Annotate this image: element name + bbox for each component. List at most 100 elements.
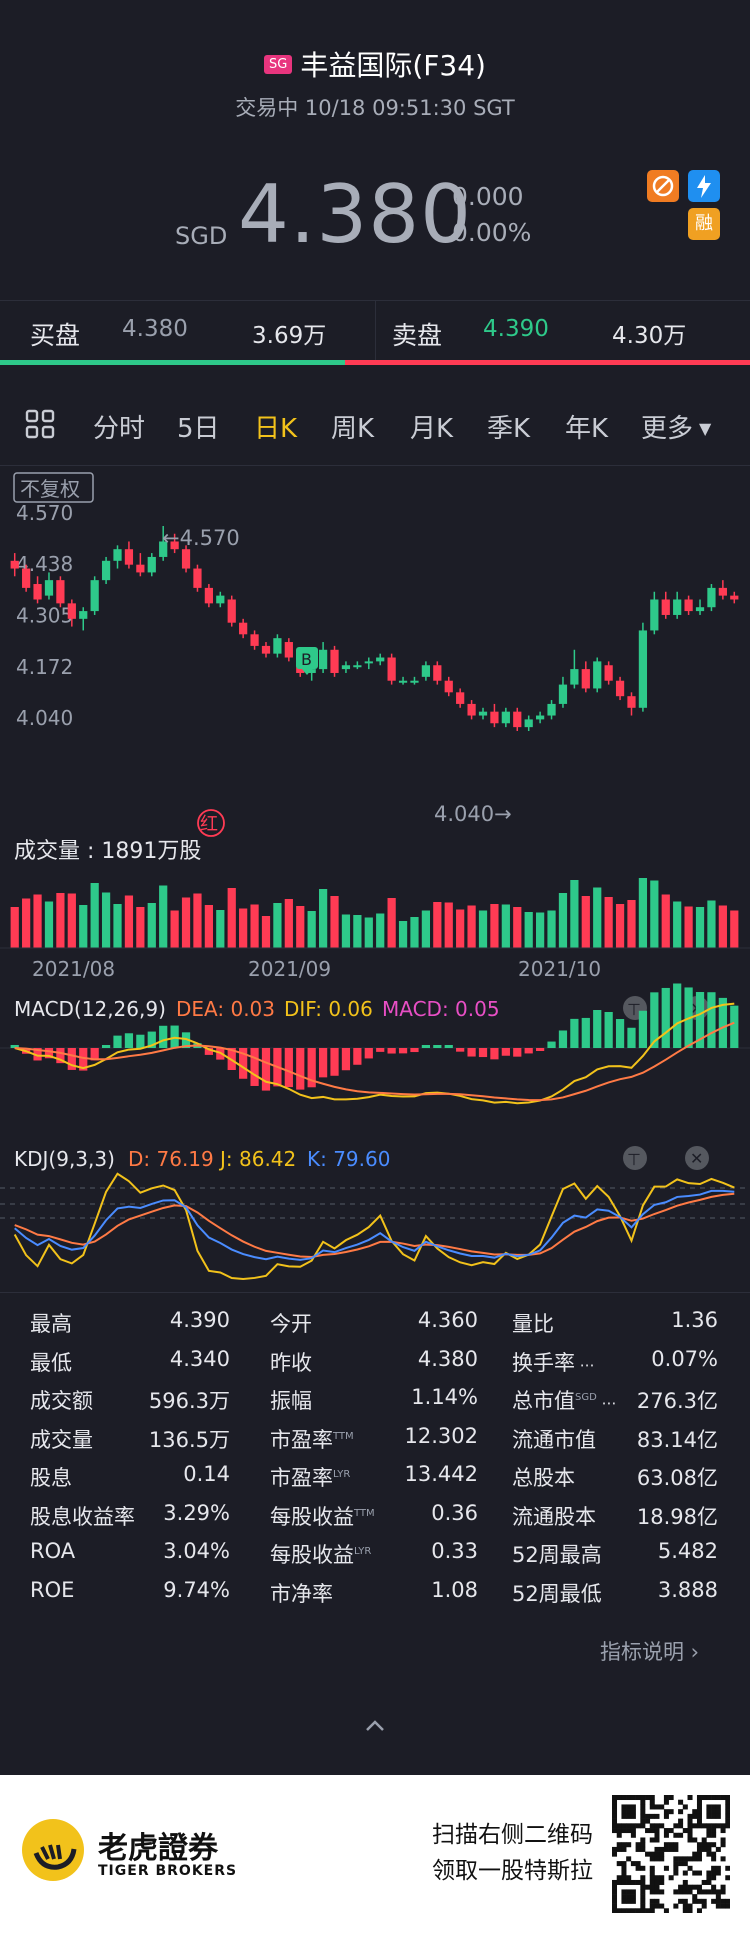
- qr-module: [696, 1842, 702, 1848]
- macd-bar: [398, 1048, 408, 1054]
- qr-module: [706, 1879, 712, 1885]
- qr-module: [659, 1804, 665, 1810]
- qr-module: [663, 1842, 669, 1848]
- margin-tag[interactable]: 融: [688, 208, 720, 240]
- pin-icon-2[interactable]: ⊤: [623, 1146, 647, 1170]
- qr-module: [682, 1898, 688, 1904]
- qr-module: [701, 1903, 707, 1909]
- qr-module: [701, 1879, 707, 1885]
- stat-value: 1.14%: [411, 1385, 478, 1409]
- qr-module: [612, 1795, 618, 1801]
- volume-bar: [330, 896, 339, 948]
- candle-body: [227, 599, 236, 623]
- qr-module: [687, 1908, 693, 1913]
- qr-module: [711, 1828, 717, 1834]
- ask-ratio-bar: [345, 360, 750, 365]
- volume-bar: [216, 910, 225, 948]
- lightning-icon[interactable]: [688, 170, 720, 202]
- volume-title: 成交量 : 1891万股: [14, 839, 201, 864]
- qr-module: [659, 1879, 665, 1885]
- no-entry-icon[interactable]: [647, 170, 679, 202]
- qr-module: [654, 1828, 660, 1834]
- macd-bar: [44, 1048, 54, 1059]
- qr-module: [654, 1837, 660, 1843]
- volume-bar: [181, 897, 191, 948]
- qr-module: [715, 1846, 721, 1852]
- last-price: 4.380: [238, 168, 473, 261]
- kdj-k-line: [14, 1189, 735, 1261]
- qr-module: [687, 1813, 693, 1819]
- candle-body: [604, 665, 613, 681]
- stat-label: 股息: [30, 1466, 72, 1490]
- volume-bar: [478, 910, 488, 948]
- stat-sup: SGD: [575, 1392, 597, 1403]
- qr-module: [659, 1823, 665, 1829]
- tab-more[interactable]: 更多 ▼: [641, 408, 711, 445]
- candle-body: [513, 711, 522, 728]
- qr-module: [621, 1809, 627, 1815]
- qr-module: [654, 1898, 660, 1904]
- tab-quarterly-k[interactable]: 季K: [487, 414, 531, 444]
- qr-module: [621, 1875, 627, 1881]
- qr-module: [663, 1908, 669, 1913]
- macd-bar: [501, 1048, 510, 1056]
- bid-ratio-bar: [0, 360, 345, 365]
- qr-module: [682, 1828, 688, 1834]
- bid-label: 买盘: [30, 321, 81, 350]
- chevron-up-icon[interactable]: [362, 1716, 388, 1742]
- stats-divider: [0, 1292, 750, 1293]
- bid-price: 4.380: [122, 316, 188, 342]
- qr-code[interactable]: [612, 1795, 730, 1913]
- qr-module: [696, 1898, 702, 1904]
- macd-bar: [113, 1035, 122, 1048]
- indicator-help-link[interactable]: 指标说明 ›: [600, 1640, 700, 1664]
- qr-module: [612, 1898, 618, 1904]
- stat-value: 5.482: [657, 1539, 718, 1563]
- grid-icon[interactable]: [24, 408, 56, 444]
- macd-bar: [604, 1011, 613, 1048]
- info-icon[interactable]: ⋯: [575, 1355, 595, 1374]
- stat-label: 今开: [270, 1312, 312, 1336]
- macd-bar: [136, 1034, 145, 1048]
- tab-5day[interactable]: 5日: [177, 414, 220, 444]
- stat-value: 4.390: [169, 1308, 230, 1332]
- adjust-box[interactable]: [13, 472, 94, 503]
- candle-body: [558, 684, 568, 704]
- stat-sup: LYR: [354, 1546, 372, 1557]
- qr-module: [649, 1795, 655, 1801]
- qr-module: [711, 1870, 717, 1876]
- volume-bar: [558, 893, 568, 948]
- candle-body: [79, 611, 88, 619]
- candle-body: [330, 649, 339, 673]
- volume-bar: [193, 893, 202, 948]
- qr-module: [621, 1828, 627, 1834]
- qr-module: [616, 1908, 622, 1913]
- qr-module: [612, 1823, 618, 1829]
- tab-intraday[interactable]: 分时: [93, 414, 146, 444]
- qr-module: [640, 1809, 646, 1815]
- close-icon-2[interactable]: ✕: [685, 1146, 709, 1170]
- tab-monthly-k[interactable]: 月K: [410, 414, 454, 444]
- candle-body: [593, 661, 602, 689]
- qr-module: [668, 1809, 674, 1815]
- qr-module: [626, 1875, 632, 1881]
- macd-bar: [250, 1048, 259, 1086]
- volume-bar: [239, 908, 248, 948]
- tab-yearly-k[interactable]: 年K: [565, 414, 609, 444]
- qr-module: [649, 1889, 655, 1895]
- tab-weekly-k[interactable]: 周K: [331, 414, 375, 444]
- qr-module: [692, 1894, 698, 1900]
- svg-text:⊤: ⊤: [627, 1150, 641, 1169]
- qr-module: [711, 1832, 717, 1838]
- qr-module: [616, 1842, 622, 1848]
- qr-module: [612, 1818, 618, 1824]
- candle-body: [421, 665, 431, 677]
- qr-module: [678, 1818, 684, 1824]
- volume-bar: [227, 888, 236, 948]
- info-icon[interactable]: ⋯: [596, 1394, 617, 1412]
- qr-module: [640, 1865, 646, 1871]
- tab-daily-k[interactable]: 日K: [254, 414, 298, 444]
- macd-bar: [558, 1030, 568, 1048]
- candle-body: [341, 665, 351, 670]
